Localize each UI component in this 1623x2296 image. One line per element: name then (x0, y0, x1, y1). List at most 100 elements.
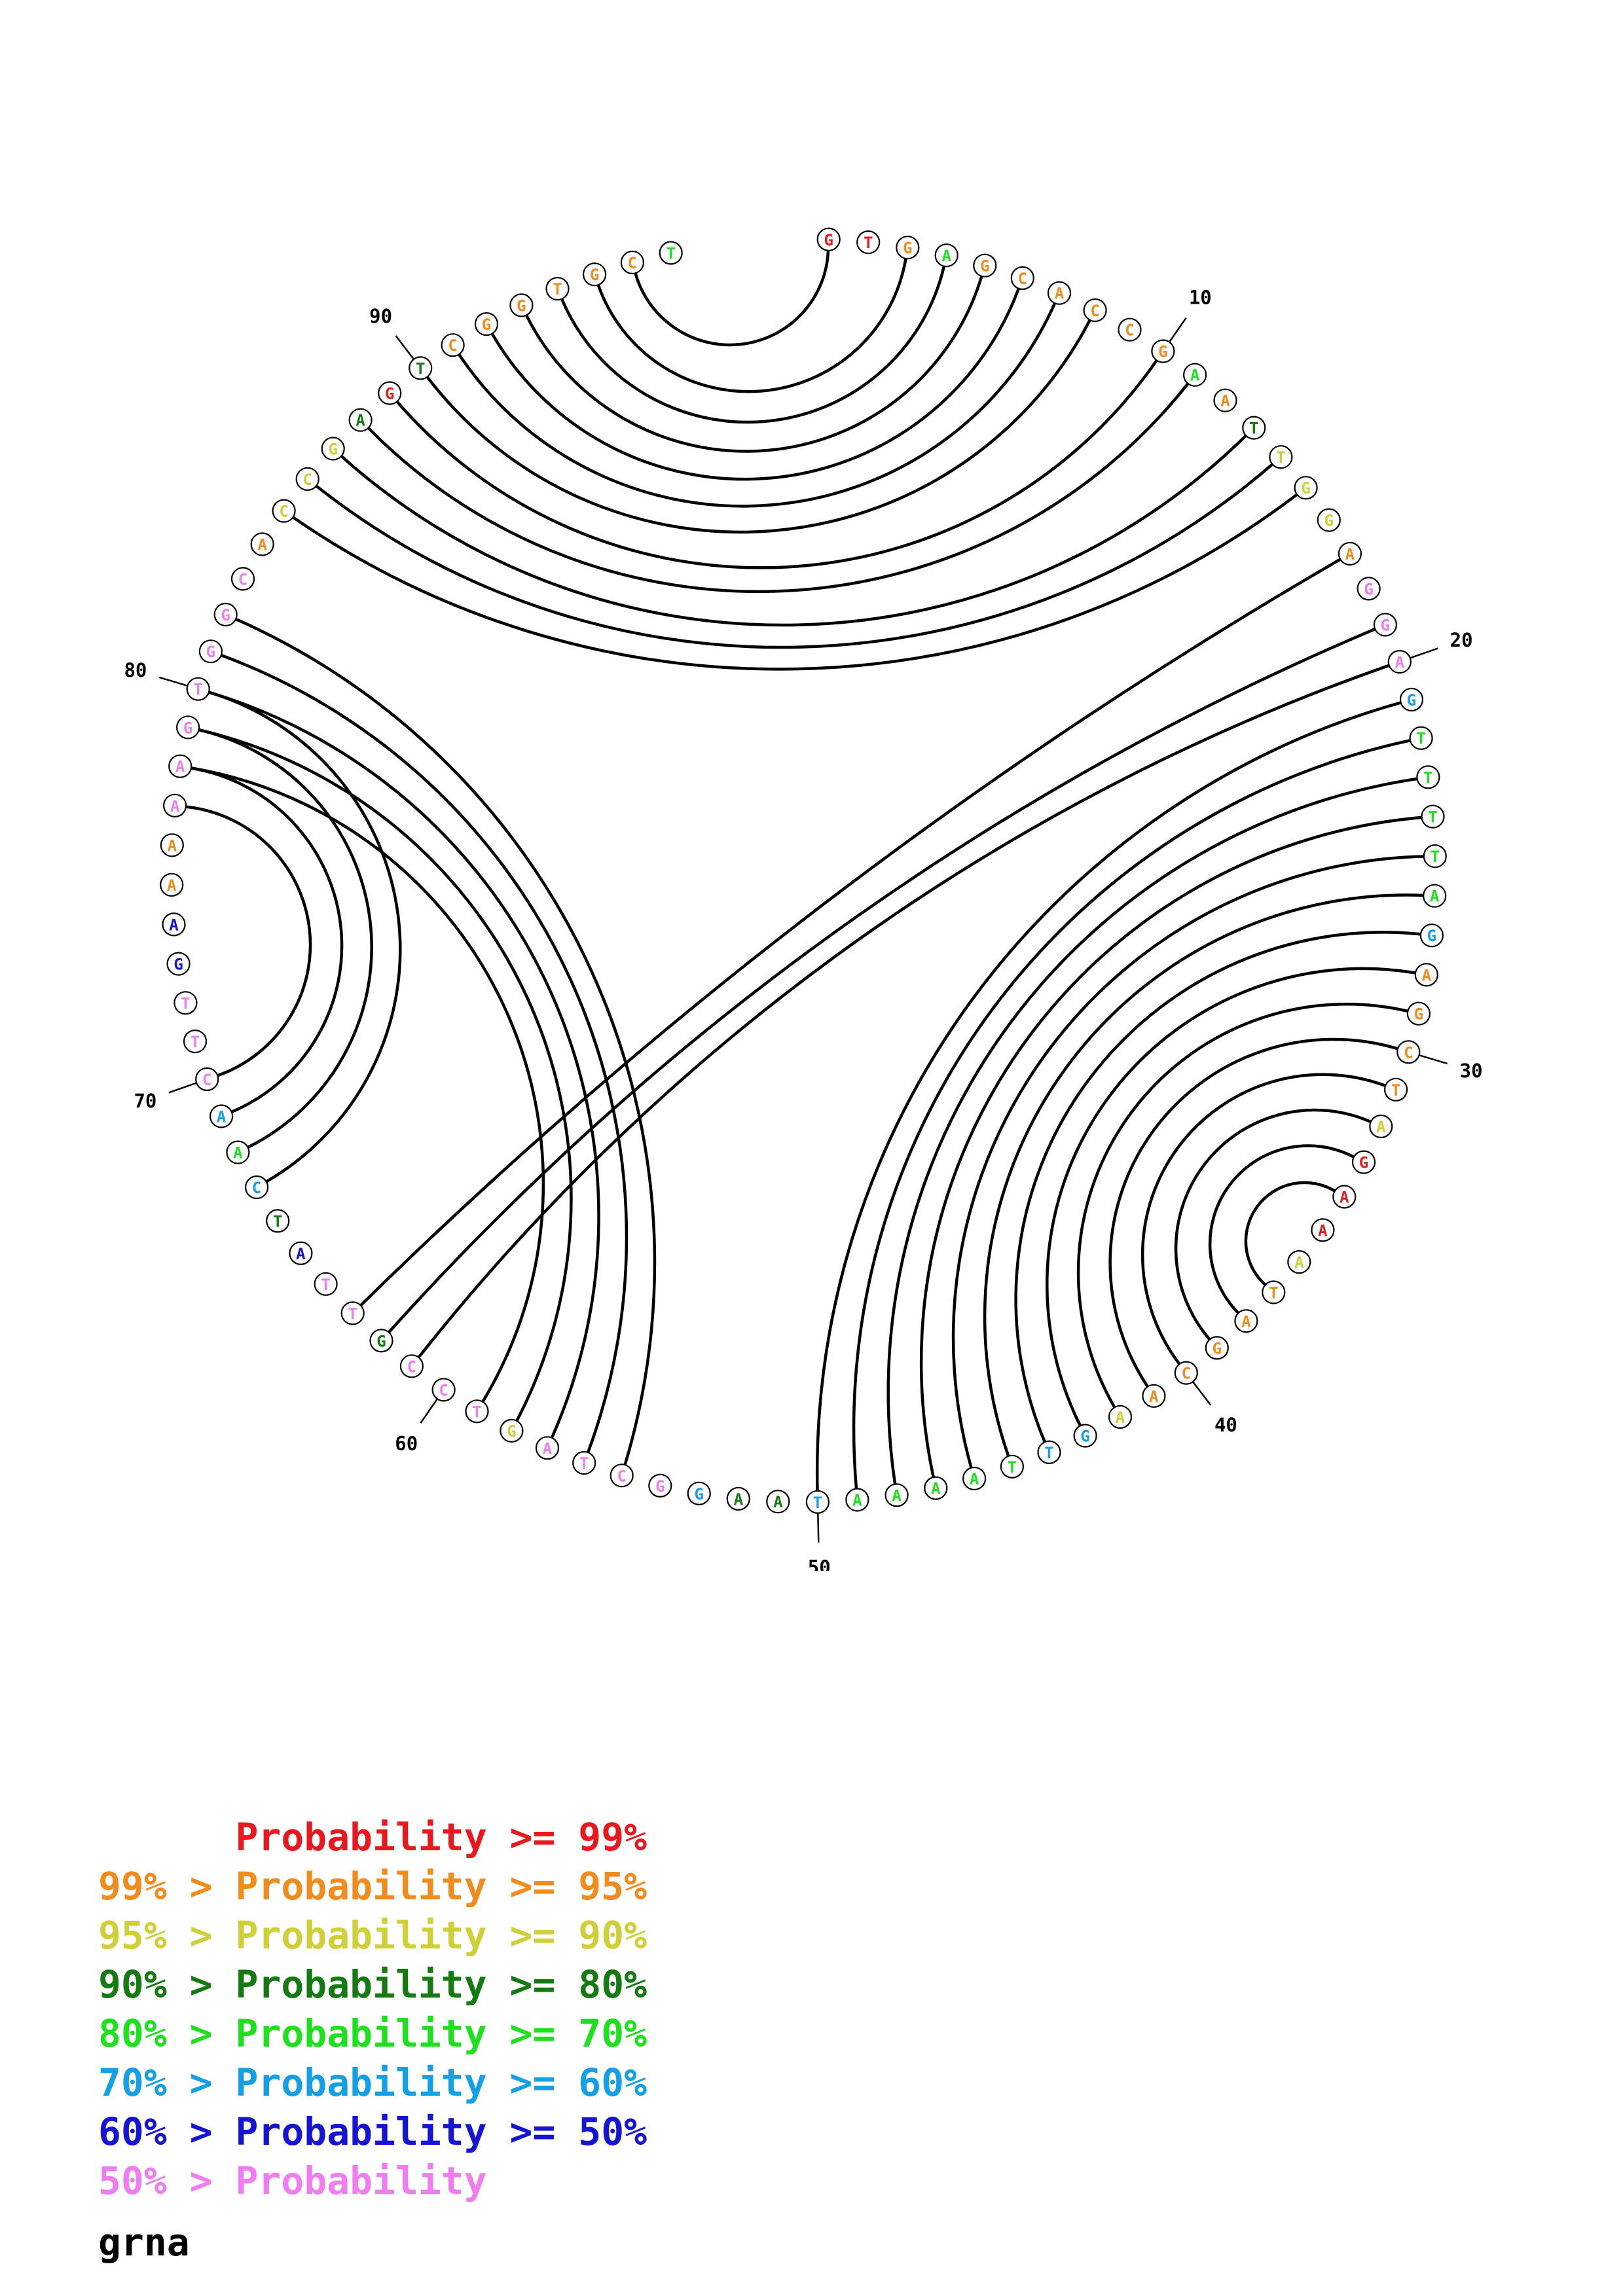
base-letter: A (296, 1245, 306, 1263)
base-node: A (162, 912, 186, 937)
base-node: T (1262, 1280, 1286, 1304)
legend-row: Probability >= 99% (98, 1815, 647, 1859)
legend-row: 60% > Probability >= 50% (98, 2109, 647, 2154)
base-node: A (289, 1241, 313, 1265)
base-letter: T (321, 1276, 330, 1294)
pair-arc (1076, 1003, 1408, 1408)
base-node: T (314, 1272, 338, 1296)
base-circle (1414, 963, 1438, 987)
base-letter: G (482, 315, 491, 334)
base-letter: C (407, 1357, 416, 1376)
base-circle (545, 277, 570, 301)
base-node: G (1406, 1001, 1431, 1026)
base-node: G (474, 312, 499, 336)
base-node: G (213, 602, 238, 627)
base-letter: G (1364, 580, 1373, 598)
base-node: T (805, 1490, 830, 1514)
legend-row: 70% > Probability >= 60% (98, 2060, 647, 2105)
base-circle (1010, 266, 1034, 290)
base-node: G (509, 293, 534, 317)
base-letter: T (472, 1403, 481, 1421)
base-letter: C (448, 336, 457, 355)
tick-label: 10 (1189, 286, 1212, 308)
base-circle (805, 1490, 830, 1514)
base-circle (266, 1209, 290, 1233)
base-node: A (1234, 1309, 1258, 1333)
base-node: C (1083, 298, 1107, 323)
base-letter: A (175, 758, 185, 776)
base-circle (1384, 1077, 1408, 1102)
base-letter: A (734, 1490, 744, 1509)
base-letter: G (183, 719, 192, 737)
base-letter: A (356, 412, 365, 430)
base-node: C (1010, 266, 1034, 290)
base-node: A (766, 1490, 790, 1514)
base-circle (1083, 298, 1107, 323)
base-node: T (1000, 1454, 1025, 1479)
base-node: C (195, 1067, 219, 1092)
base-letter: A (217, 1108, 227, 1126)
base-circle (1073, 1424, 1097, 1448)
base-circle (213, 602, 238, 627)
base-node: A (226, 1140, 250, 1164)
base-node: G (648, 1473, 672, 1498)
base-circle (1205, 1336, 1229, 1360)
legend-row: 50% > Probability (98, 2159, 487, 2203)
base-letter: G (221, 606, 230, 624)
tick-label: 90 (369, 305, 392, 327)
base-letter: G (1407, 691, 1416, 709)
base-node: T (1384, 1077, 1408, 1102)
base-circle (166, 952, 191, 976)
base-letter: T (813, 1494, 822, 1512)
base-circle (245, 1175, 269, 1200)
base-letter: C (238, 570, 247, 588)
base-circle (1037, 1440, 1061, 1464)
base-circle (1242, 416, 1266, 440)
pair-arc (185, 805, 312, 1077)
base-circle (230, 567, 255, 591)
base-node: T (465, 1399, 489, 1424)
base-circle (176, 715, 200, 740)
pair-arc (983, 893, 1424, 1457)
base-letter: T (553, 280, 562, 298)
tick-label: 30 (1460, 1060, 1483, 1082)
base-letter: A (892, 1486, 902, 1505)
base-circle (856, 230, 881, 255)
base-letter: C (1125, 321, 1134, 340)
base-node: C (245, 1175, 269, 1200)
pair-arc (198, 728, 373, 1149)
base-letter: T (579, 1454, 589, 1473)
base-node: G (1205, 1336, 1229, 1360)
base-circle (1142, 1384, 1166, 1408)
base-node: G (1294, 476, 1318, 500)
base-circle (186, 677, 210, 701)
base-node: A (962, 1466, 987, 1491)
base-node: C (441, 333, 465, 357)
base-circle (726, 1486, 750, 1511)
pair-arc (1244, 1181, 1336, 1286)
base-node: T (1242, 416, 1266, 440)
base-node: G (166, 952, 191, 976)
pair-arc (235, 617, 657, 1465)
base-node: G (973, 253, 997, 278)
pair-arc (1046, 967, 1416, 1427)
base-node: G (369, 1329, 393, 1353)
base-letter: A (852, 1492, 862, 1510)
base-letter: C (302, 471, 312, 489)
base-node: T (659, 241, 683, 265)
base-circle (648, 1473, 672, 1498)
base-node: C (1396, 1040, 1421, 1064)
base-node: C (620, 250, 645, 275)
base-circle (884, 1483, 909, 1507)
pair-arc (315, 463, 1273, 649)
base-letter: G (385, 385, 394, 403)
base-circle (610, 1463, 634, 1488)
base-node: A (1369, 1114, 1393, 1139)
base-letter: G (507, 1422, 516, 1441)
base-circle (1351, 1150, 1376, 1174)
base-circle (687, 1481, 711, 1505)
base-node: A (210, 1104, 234, 1128)
base-circle (210, 1104, 234, 1128)
base-node: A (1423, 884, 1447, 908)
base-letter: A (773, 1493, 783, 1511)
